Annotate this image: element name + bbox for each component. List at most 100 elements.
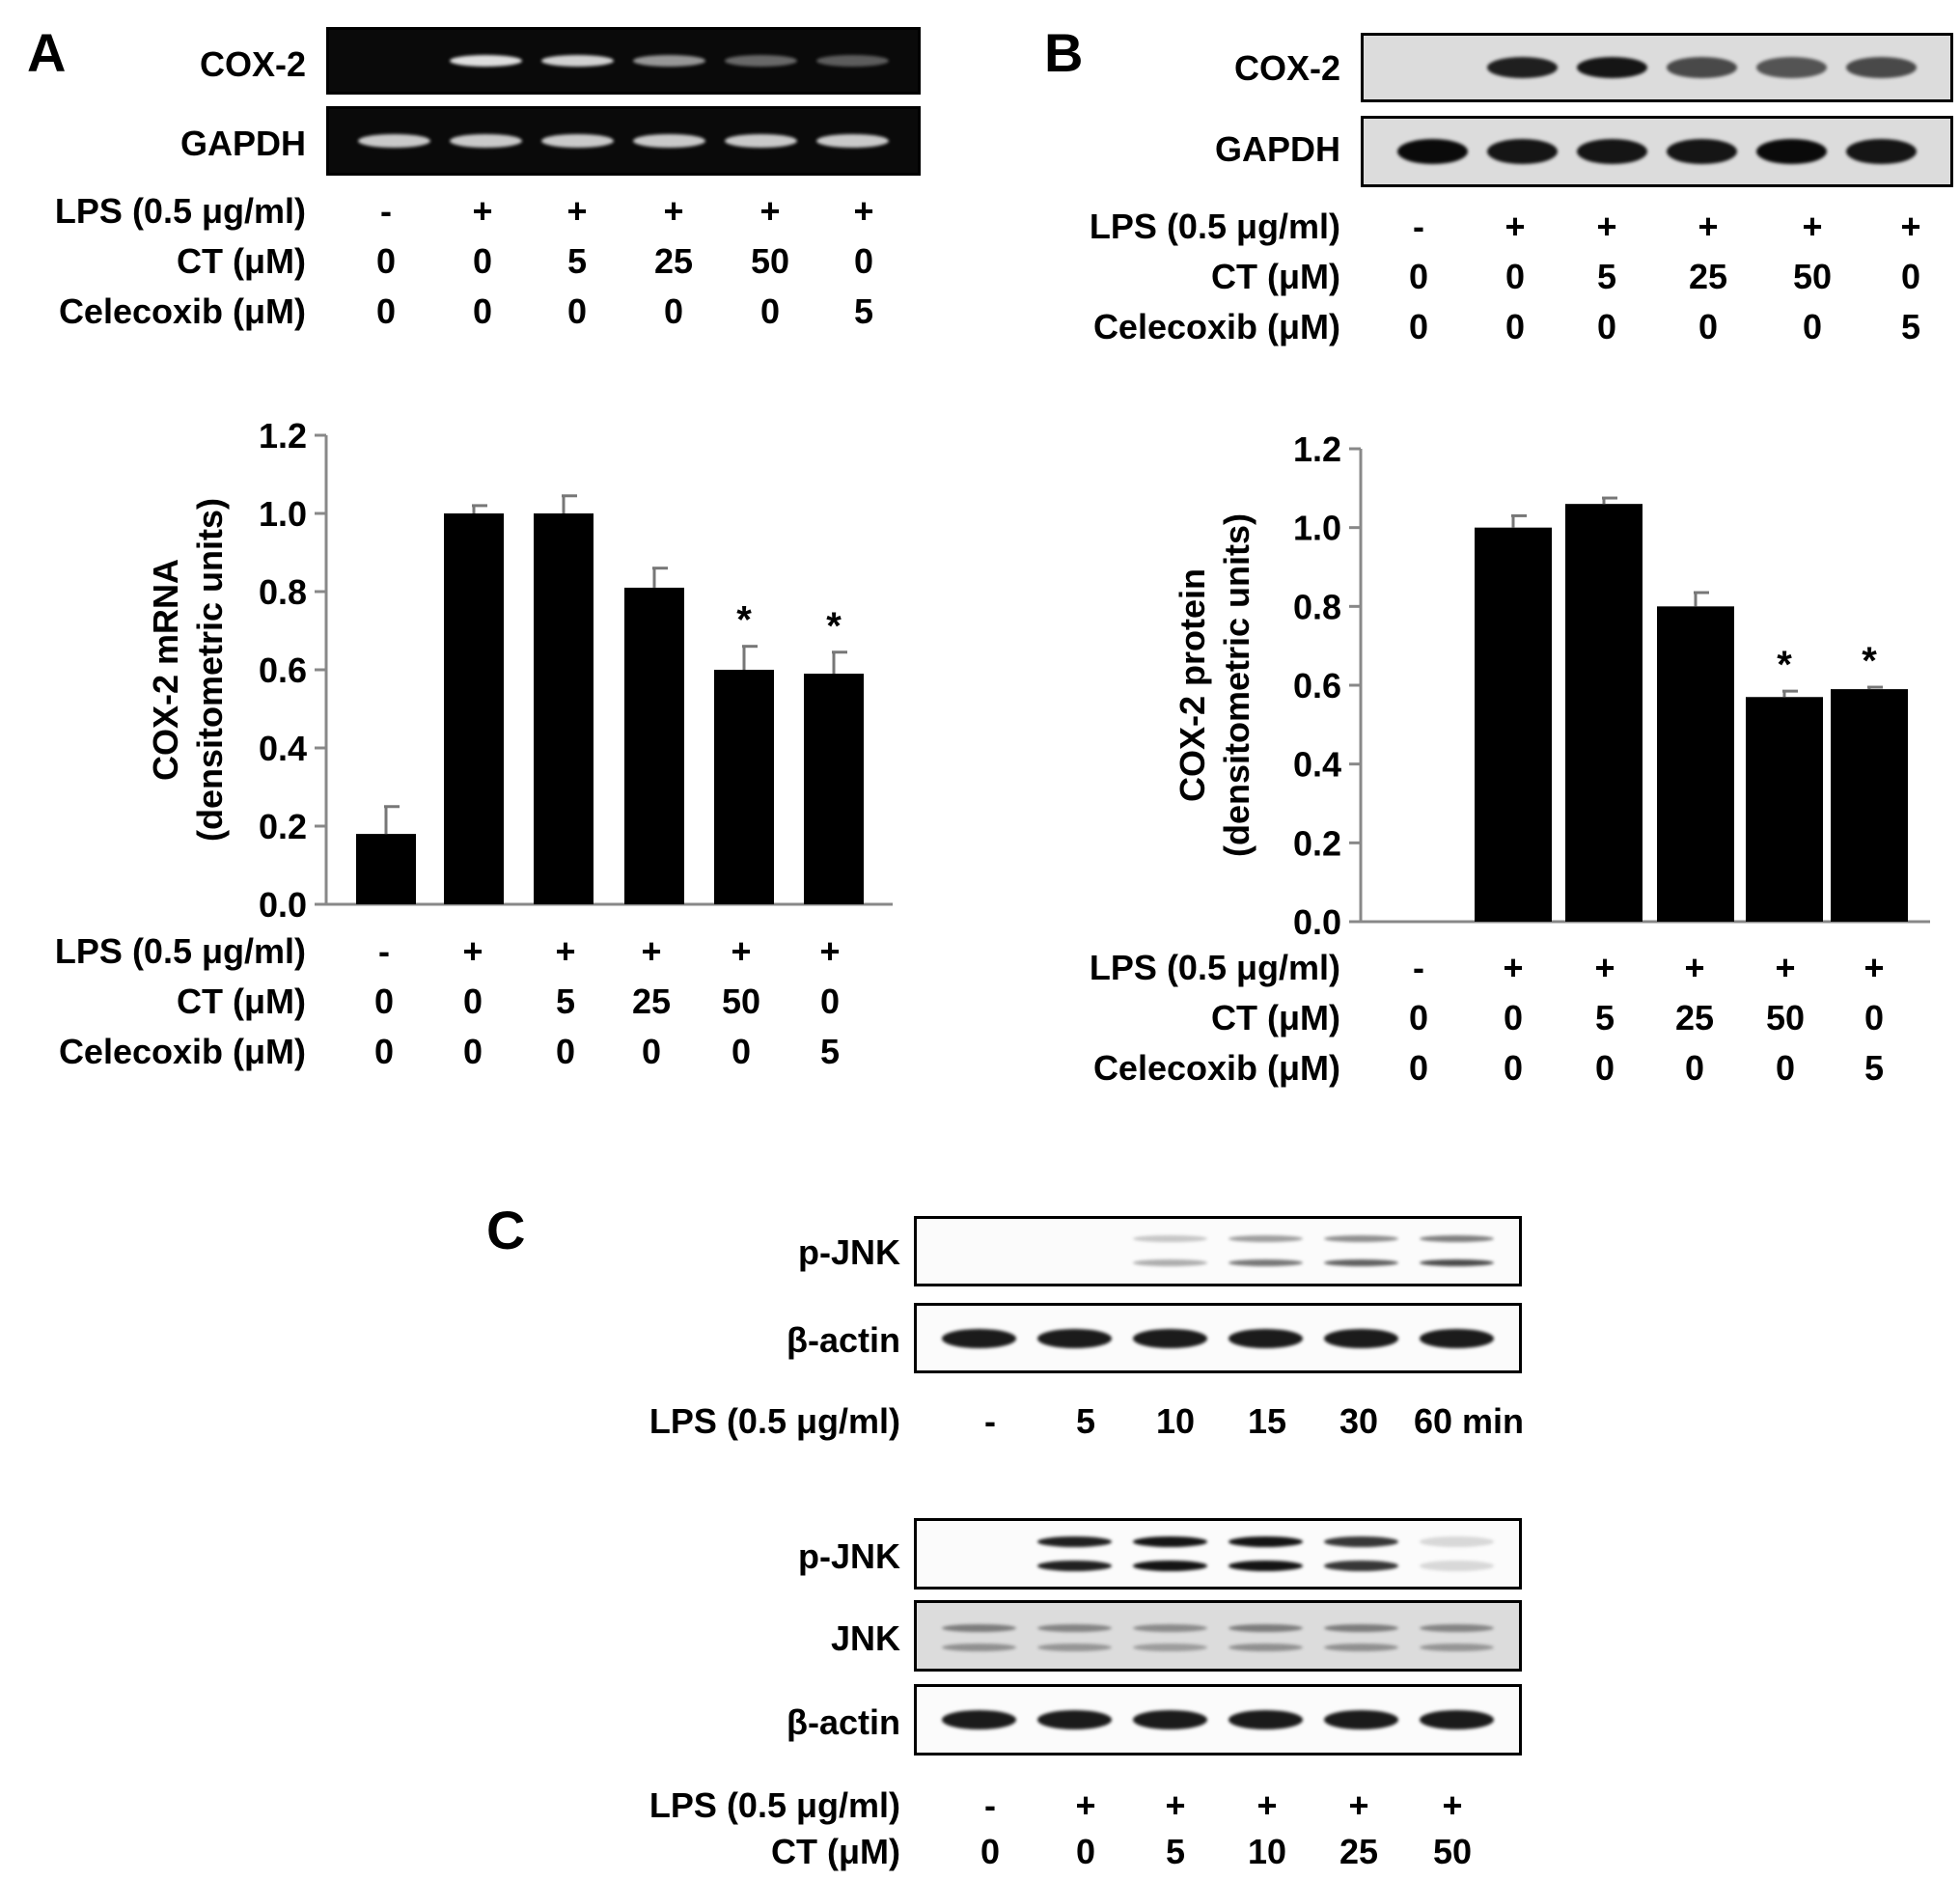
blot-band [1323, 1328, 1399, 1348]
celecoxib-condition-cell: 5 [819, 1032, 841, 1071]
blot-band [816, 134, 889, 148]
celecoxib-condition-cell: 0 [731, 1032, 752, 1071]
ct-condition-cell: 25 [1674, 998, 1715, 1037]
blot-band [941, 1644, 1017, 1652]
lps-condition-cell: - [1413, 948, 1424, 987]
panel-b-gapdh-blot [1361, 116, 1953, 187]
ct-condition-cell: 5 [1165, 1832, 1186, 1871]
panel-a-gapdh-blot [326, 106, 921, 176]
lps-condition-cell: + [1900, 207, 1921, 246]
lps-condition-cell: - [1413, 207, 1424, 246]
blot-band [942, 1259, 1016, 1266]
lps-condition-cell: + [1256, 1785, 1278, 1825]
time-point-cell: 60 min [1414, 1401, 1525, 1441]
blot-band [1132, 1623, 1208, 1632]
blot-band [1132, 1644, 1208, 1652]
blot-band [358, 134, 430, 148]
panel-c-ct-actin-blot [914, 1684, 1522, 1756]
lps-condition-cell: + [1863, 948, 1885, 987]
lps-condition-cell: + [1442, 1785, 1463, 1825]
blot-band [1323, 1644, 1399, 1652]
y-axis-label: COX-2 mRNA [146, 559, 185, 781]
celecoxib-condition-cell: 0 [555, 1032, 576, 1071]
blot-band [1667, 139, 1737, 164]
bar [1657, 606, 1734, 922]
blot-band [1228, 1623, 1304, 1632]
ct-condition-cell: 25 [1339, 1832, 1379, 1871]
blot-band [941, 1623, 1017, 1632]
blot-band [1487, 57, 1558, 78]
blot-band [1132, 1328, 1208, 1348]
time-point-cell: 15 [1247, 1401, 1287, 1441]
ct-condition-cell: 5 [566, 241, 588, 281]
y-tick-label: 0.6 [259, 650, 307, 690]
ct-condition-cell: 50 [1765, 998, 1806, 1037]
lps-condition-cell: + [663, 191, 684, 231]
blot-band [725, 55, 797, 67]
blot-band [450, 55, 522, 67]
blot-band [633, 55, 705, 67]
celecoxib-condition-cell: 0 [1505, 307, 1526, 346]
celecoxib-condition-cell: 0 [1698, 307, 1719, 346]
blot-band [1397, 139, 1468, 164]
blot-band [1132, 1234, 1208, 1242]
blot-band [1228, 1259, 1304, 1267]
panel-b-top-lps-label: LPS (0.5 μg/ml) [1089, 207, 1340, 246]
time-point-cell: - [984, 1401, 996, 1441]
celecoxib-condition-cell: 0 [375, 291, 397, 331]
y-axis-label: (densitometric units) [1217, 513, 1256, 857]
lps-condition-cell: + [1165, 1785, 1186, 1825]
ct-condition-cell: 0 [1408, 257, 1429, 296]
celecoxib-condition-cell: 0 [566, 291, 588, 331]
y-tick-label: 0.8 [259, 572, 307, 612]
panel-c-top-actin-label: β-actin [787, 1320, 900, 1360]
ct-condition-cell: 0 [373, 981, 395, 1021]
ct-condition-cell: 0 [462, 981, 483, 1021]
blot-band [450, 134, 522, 148]
panel-c-top-pjnk-label: p-JNK [798, 1232, 900, 1272]
panel-a-top-ct-label: CT (μM) [177, 241, 306, 281]
blot-band [1228, 1644, 1304, 1652]
blot-band [1037, 1259, 1112, 1266]
bar [356, 834, 416, 904]
blot-band [1228, 1560, 1304, 1571]
blot-band [1419, 1710, 1495, 1729]
ct-condition-cell: 0 [1863, 998, 1885, 1037]
panel-b-cox2-blot [1361, 33, 1953, 102]
blot-band [1323, 1560, 1399, 1571]
panel-a-cox2-label: COX-2 [199, 44, 306, 84]
panel-b-cox2-label: COX-2 [1233, 48, 1340, 88]
blot-band [1487, 139, 1558, 164]
lps-condition-cell: + [1505, 207, 1526, 246]
ct-condition-cell: 25 [653, 241, 694, 281]
blot-band [1036, 1644, 1113, 1652]
ct-condition-cell: 25 [1688, 257, 1728, 296]
blot-band [633, 134, 705, 148]
panel-c-ct-label: CT (μM) [771, 1832, 900, 1871]
y-tick-label: 0.6 [1293, 666, 1341, 705]
blot-band [1323, 1259, 1399, 1267]
ct-condition-cell: 5 [555, 981, 576, 1021]
blot-band [1419, 1259, 1495, 1267]
lps-condition-cell: - [378, 931, 390, 971]
blot-band [541, 134, 614, 148]
lps-condition-cell: + [472, 191, 493, 231]
panel-a-bottom-celecoxib-label: Celecoxib (μM) [58, 1032, 306, 1071]
blot-band [942, 1536, 1016, 1547]
y-tick-label: 0.4 [259, 729, 307, 768]
celecoxib-condition-cell: 5 [1900, 307, 1921, 346]
ct-condition-cell: 50 [750, 241, 790, 281]
blot-band [541, 55, 614, 67]
celecoxib-condition-cell: 0 [1408, 1048, 1429, 1088]
celecoxib-condition-cell: 0 [1503, 1048, 1524, 1088]
lps-condition-cell: + [1775, 948, 1796, 987]
blot-band [1667, 57, 1737, 78]
panel-b-bottom-celecoxib-label: Celecoxib (μM) [1092, 1048, 1340, 1088]
celecoxib-condition-cell: 0 [1775, 1048, 1796, 1088]
celecoxib-condition-cell: 5 [1863, 1048, 1885, 1088]
lps-condition-cell: + [641, 931, 662, 971]
ct-condition-cell: 0 [1503, 998, 1524, 1037]
panel-b-gapdh-label: GAPDH [1214, 129, 1340, 169]
celecoxib-condition-cell: 0 [1684, 1048, 1705, 1088]
blot-band [1228, 1328, 1304, 1348]
